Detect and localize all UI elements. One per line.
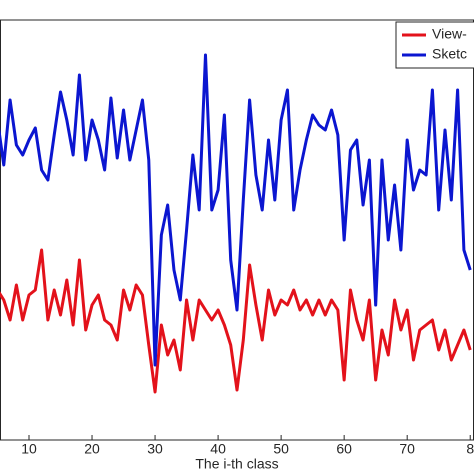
x-tick-label: 20: [84, 441, 100, 457]
series-line: [0, 53, 472, 367]
series-line: [0, 248, 472, 394]
x-tick-label: 8: [466, 441, 474, 457]
x-tick-label: 60: [336, 441, 352, 457]
x-tick-label: 10: [21, 441, 37, 457]
x-tick-label: 50: [273, 441, 289, 457]
x-tick-label: 40: [210, 441, 226, 457]
x-tick-label: 70: [399, 441, 415, 457]
x-tick-label: 30: [147, 441, 163, 457]
legend-label: View-: [432, 26, 467, 42]
legend-box: [395, 21, 474, 69]
x-axis-label: The i-th class: [195, 456, 278, 472]
legend-label: Sketc: [432, 46, 467, 62]
